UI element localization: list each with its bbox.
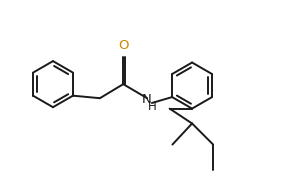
Text: O: O [118,39,128,52]
Text: N: N [142,93,151,106]
Text: H: H [148,100,156,113]
